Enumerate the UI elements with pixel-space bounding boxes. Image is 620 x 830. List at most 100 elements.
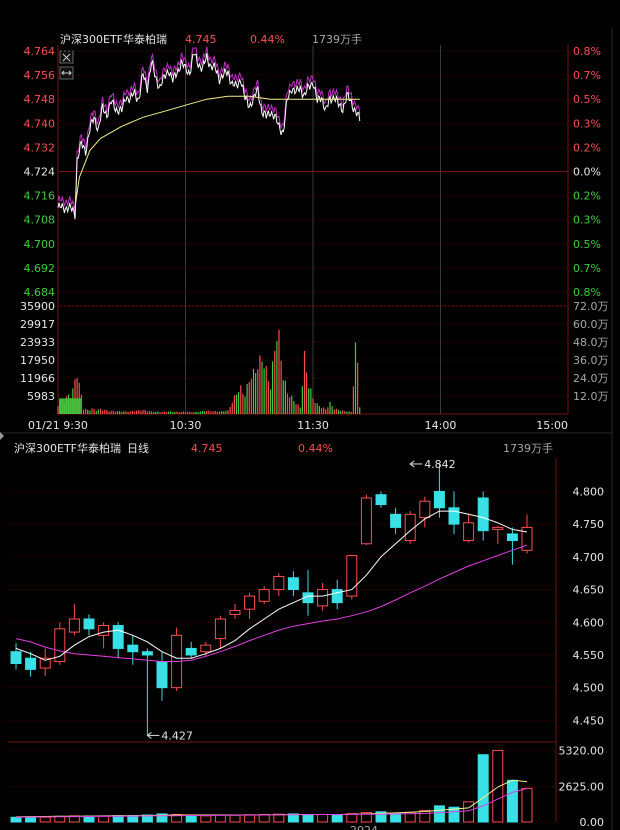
daily-volume-bar xyxy=(10,816,22,823)
daily-candle-body xyxy=(200,644,212,653)
daily-candle-body xyxy=(492,526,504,530)
daily-price-tick: 4.450 xyxy=(573,714,605,727)
intraday-pct-tick: 0.2% xyxy=(573,190,601,203)
daily-candle-body xyxy=(39,657,51,669)
intraday-volume-tick-left: 5983 xyxy=(27,390,55,403)
daily-candle-body xyxy=(448,507,460,525)
daily-volume: 1739万手 xyxy=(503,441,553,455)
intraday-price-tick: 4.748 xyxy=(24,93,56,106)
daily-price-tick: 4.600 xyxy=(573,616,605,629)
close-button[interactable] xyxy=(59,50,74,64)
daily-volume-bar xyxy=(346,813,358,823)
daily-volume-bar xyxy=(229,814,241,823)
daily-price-tick: 4.500 xyxy=(573,682,605,695)
intraday-pct-tick: 0.5% xyxy=(573,93,601,106)
daily-volume-bar xyxy=(244,814,256,823)
intraday-price-tick: 4.764 xyxy=(24,45,56,58)
intraday-volume-tick-right: 60.0万 xyxy=(573,318,609,331)
daily-candle-body xyxy=(112,625,124,649)
intraday-opening-volume-block xyxy=(59,398,81,414)
intraday-price-tick: 4.708 xyxy=(24,214,56,227)
intraday-price-tick: 4.700 xyxy=(24,238,56,251)
resize-button[interactable] xyxy=(59,66,74,80)
intraday-pct-ticks: 0.8% 0.7% 0.5% 0.3% 0.2% 0.0% 0.2% 0.3% 0.5% 0.7%… xyxy=(573,45,601,299)
daily-candle-body xyxy=(83,618,95,630)
daily-volume-ticks: 5320.00 2625.00 0.00 xyxy=(559,744,605,829)
daily-candle-body xyxy=(244,595,256,610)
intraday-volume-tick-left: 35900 xyxy=(20,300,55,313)
daily-price-ticks: 4.800 4.750 4.700 4.650 4.600 4.550 4.500 4.450 xyxy=(573,485,605,727)
daily-candle-body xyxy=(302,592,314,604)
daily-change-pct: 0.44% xyxy=(298,442,333,455)
intraday-price-tick: 4.756 xyxy=(24,69,56,82)
daily-volume-bar xyxy=(360,812,372,823)
intraday-time-label: 01/21 9:30 xyxy=(28,419,88,432)
close-icon xyxy=(62,53,71,62)
daily-volume-bar xyxy=(273,813,285,823)
intraday-volume-bars xyxy=(57,329,361,414)
intraday-price-tick: 4.724 xyxy=(24,166,56,179)
daily-candle-body xyxy=(98,625,110,636)
daily-candle-body xyxy=(433,490,445,509)
daily-volume-bar xyxy=(98,815,110,823)
intraday-time-label: 11:30 xyxy=(297,419,329,432)
daily-price-annotations: 4.842 4.427 xyxy=(146,458,456,742)
intraday-volume-tick-left: 11966 xyxy=(20,372,55,385)
intraday-volume-tick-right: 12.0万 xyxy=(573,390,609,403)
daily-candle-body xyxy=(287,577,299,591)
intraday-price: 4.745 xyxy=(185,33,217,46)
daily-header: 沪深300ETF华泰柏瑞 日线 4.745 0.44% 1739万手 xyxy=(14,441,553,455)
intraday-volume-tick-right: 24.0万 xyxy=(573,372,609,385)
daily-candle-body xyxy=(68,618,80,633)
daily-volume-tick: 0.00 xyxy=(580,816,605,829)
intraday-price-tick: 4.740 xyxy=(24,117,56,130)
daily-candle-body xyxy=(404,513,416,541)
daily-candle-body xyxy=(54,628,66,663)
daily-volume-bar xyxy=(506,779,518,823)
daily-volume-bar xyxy=(171,813,183,823)
daily-candle-body xyxy=(390,513,402,528)
daily-volume-bar xyxy=(214,814,226,823)
intraday-pct-tick: 0.3% xyxy=(573,117,601,130)
daily-candle-body xyxy=(273,575,285,591)
daily-volume-bar xyxy=(448,806,460,823)
daily-volume-bar xyxy=(287,813,299,823)
daily-candle-body xyxy=(10,651,22,664)
daily-volume-bar xyxy=(200,815,212,823)
intraday-high-line xyxy=(57,46,361,213)
intraday-pct-tick: 0.7% xyxy=(573,262,601,275)
intraday-pct-tick: 0.2% xyxy=(573,141,601,154)
intraday-price-tick: 4.732 xyxy=(24,141,56,154)
daily-candle-body xyxy=(506,533,518,541)
intraday-volume-tick-right: 72.0万 xyxy=(573,300,609,313)
daily-volume-ma-b xyxy=(15,787,528,818)
daily-volume-bar xyxy=(185,815,197,823)
intraday-pct-tick: 0.8% xyxy=(573,286,601,299)
intraday-pct-tick: 0.8% xyxy=(573,45,601,58)
intraday-time-label: 14:00 xyxy=(425,419,457,432)
daily-ma-short xyxy=(15,510,528,661)
daily-volume-bar xyxy=(375,811,387,823)
intraday-pct-tick: 0.3% xyxy=(573,214,601,227)
daily-volume-bar xyxy=(492,749,504,823)
daily-candle-body xyxy=(521,526,533,551)
daily-volume-bar xyxy=(156,813,168,823)
intraday-volume-tick-left: 23933 xyxy=(20,336,55,349)
daily-candle-body xyxy=(25,657,37,670)
intraday-volume-tick-left: 17950 xyxy=(20,354,55,367)
daily-volume-bar xyxy=(477,754,489,823)
intraday-instrument-name: 沪深300ETF华泰柏瑞 xyxy=(60,32,167,46)
left-edge-marker xyxy=(0,432,4,440)
daily-annotation-label: 4.842 xyxy=(424,458,456,471)
intraday-volume: 1739万手 xyxy=(312,32,362,46)
daily-candle-body xyxy=(463,522,475,541)
daily-volume-bar xyxy=(521,787,533,823)
intraday-change-pct: 0.44% xyxy=(250,33,285,46)
daily-candle-body xyxy=(477,497,489,532)
daily-candle-body xyxy=(127,644,139,653)
daily-volume-tick: 5320.00 xyxy=(559,744,605,757)
daily-candle-body xyxy=(375,494,387,506)
daily-candle-body xyxy=(229,609,241,615)
intraday-pct-tick: 0.5% xyxy=(573,238,601,251)
